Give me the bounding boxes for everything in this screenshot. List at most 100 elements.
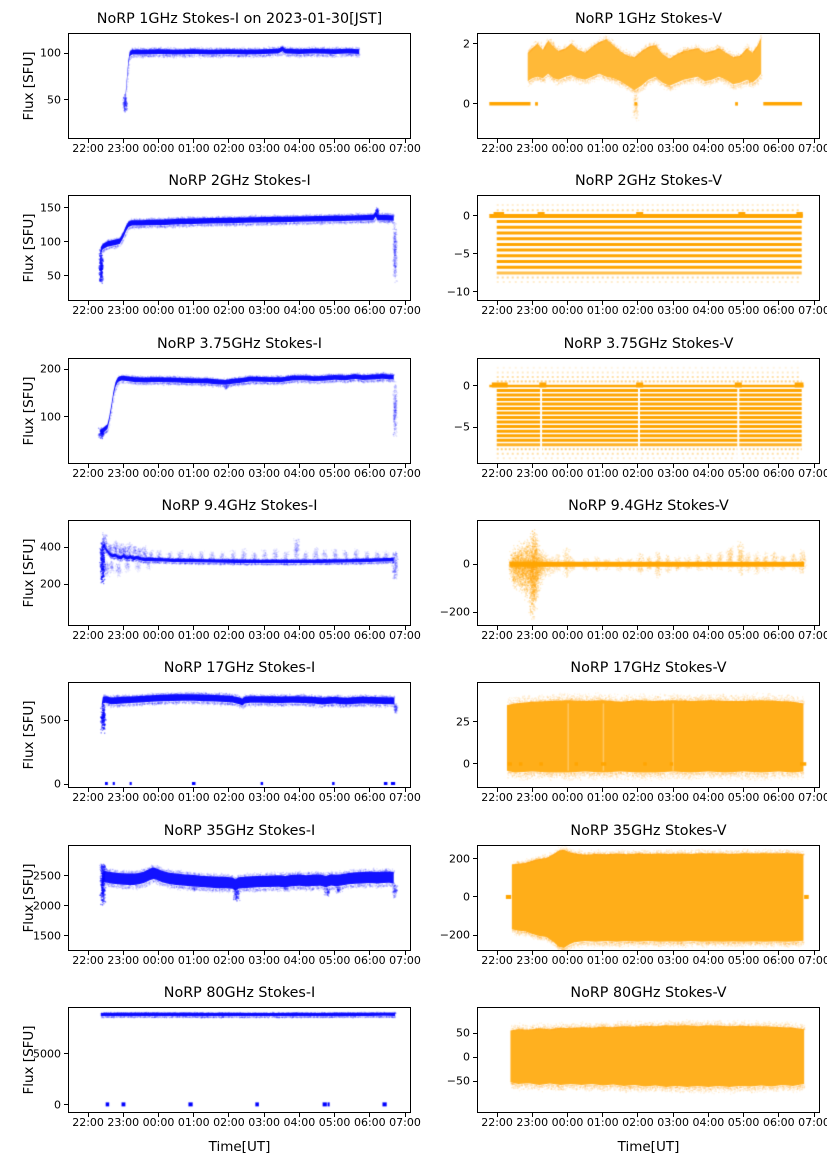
x-tick-label: 00:00: [142, 142, 175, 155]
y-tick-label: 1500: [33, 929, 61, 943]
y-tick-mark: [473, 215, 477, 217]
x-tick-mark: [228, 464, 230, 468]
x-tick-mark: [637, 626, 639, 630]
panel-title: NoRP 35GHz Stokes-V: [570, 823, 727, 839]
x-tick-mark: [707, 301, 709, 305]
panel-title: NoRP 17GHz Stokes-I: [163, 660, 316, 676]
x-tick-mark: [531, 1113, 533, 1117]
x-tick-label: 06:00: [762, 467, 795, 480]
y-tick-label: 50: [47, 93, 61, 107]
x-tick-label: 07:00: [798, 629, 827, 642]
x-tick-mark: [778, 788, 780, 792]
x-tick-mark: [531, 464, 533, 468]
x-tick-label: 00:00: [551, 791, 584, 804]
x-tick-label: 22:00: [481, 304, 513, 317]
x-tick-label: 01:00: [586, 467, 619, 480]
x-tick-mark: [637, 139, 639, 143]
x-tick-mark: [193, 301, 195, 305]
y-tick-label: 0: [463, 209, 470, 223]
y-tick-mark: [473, 1080, 477, 1082]
x-tick-label: 23:00: [107, 629, 140, 642]
x-tick-label: 07:00: [389, 304, 421, 317]
plot-canvas-35ghz-stokes-v: [477, 845, 820, 951]
y-tick-mark: [473, 43, 477, 45]
x-tick-mark: [87, 301, 89, 305]
y-tick-mark: [64, 52, 68, 54]
x-tick-label: 01:00: [177, 1116, 210, 1129]
x-tick-label: 01:00: [586, 629, 619, 642]
x-tick-label: 03:00: [248, 954, 280, 967]
x-tick-label: 05:00: [727, 629, 760, 642]
x-tick-label: 07:00: [389, 142, 421, 155]
x-tick-label: 05:00: [727, 954, 760, 967]
x-tick-label: 05:00: [727, 142, 760, 155]
plot-canvas-17ghz-stokes-v: [477, 682, 820, 788]
y-tick-label: 150: [40, 201, 61, 215]
y-axis-label: Flux [SFU]: [21, 863, 37, 933]
x-tick-mark: [707, 951, 709, 955]
plot-canvas-3.75ghz-stokes-i: [68, 358, 411, 464]
panel-title: NoRP 3.75GHz Stokes-V: [563, 336, 734, 352]
x-tick-label: 06:00: [762, 304, 795, 317]
x-tick-label: 02:00: [213, 1116, 245, 1129]
x-tick-label: 02:00: [622, 791, 654, 804]
x-tick-mark: [778, 626, 780, 630]
x-tick-mark: [404, 626, 406, 630]
x-tick-label: 07:00: [389, 1116, 421, 1129]
x-tick-label: 22:00: [72, 467, 104, 480]
y-tick-mark: [473, 896, 477, 898]
x-tick-label: 04:00: [692, 954, 725, 967]
x-tick-mark: [193, 139, 195, 143]
x-tick-label: 01:00: [586, 791, 619, 804]
x-tick-label: 05:00: [318, 629, 351, 642]
x-tick-mark: [334, 464, 336, 468]
x-tick-label: 03:00: [657, 791, 689, 804]
x-tick-label: 06:00: [353, 791, 386, 804]
x-tick-label: 05:00: [318, 304, 351, 317]
x-tick-label: 23:00: [516, 304, 549, 317]
x-tick-mark: [531, 301, 533, 305]
y-tick-label: 100: [40, 410, 61, 424]
x-tick-mark: [404, 788, 406, 792]
x-tick-mark: [87, 464, 89, 468]
x-tick-mark: [158, 1113, 159, 1117]
x-tick-mark: [531, 139, 533, 143]
x-tick-label: 04:00: [283, 467, 316, 480]
x-tick-label: 02:00: [213, 467, 245, 480]
x-tick-mark: [158, 464, 159, 468]
panel-title: NoRP 1GHz Stokes-I on 2023-01-30[JST]: [96, 11, 383, 27]
x-tick-label: 00:00: [142, 304, 175, 317]
panel-title: NoRP 35GHz Stokes-I: [163, 823, 316, 839]
y-tick-mark: [64, 546, 68, 548]
y-tick-label: 500: [40, 713, 61, 727]
x-tick-label: 03:00: [248, 629, 280, 642]
x-tick-mark: [369, 788, 371, 792]
x-tick-mark: [602, 951, 604, 955]
x-tick-mark: [813, 139, 815, 143]
plot-canvas-1ghz-stokes-i: [68, 33, 411, 139]
x-tick-mark: [496, 464, 498, 468]
x-tick-mark: [496, 626, 498, 630]
x-tick-label: 01:00: [586, 954, 619, 967]
x-tick-label: 02:00: [622, 1116, 654, 1129]
x-tick-mark: [637, 464, 639, 468]
x-tick-mark: [496, 1113, 498, 1117]
x-tick-mark: [158, 788, 159, 792]
x-tick-mark: [158, 626, 159, 630]
x-tick-label: 00:00: [551, 954, 584, 967]
x-tick-label: 07:00: [389, 954, 421, 967]
y-tick-label: 200: [40, 362, 61, 376]
x-tick-mark: [743, 626, 745, 630]
x-tick-label: 06:00: [762, 1116, 795, 1129]
x-tick-label: 01:00: [177, 142, 210, 155]
x-tick-mark: [334, 951, 336, 955]
x-tick-label: 06:00: [353, 629, 386, 642]
x-tick-label: 23:00: [107, 1116, 140, 1129]
plot-canvas-80ghz-stokes-v: [477, 1007, 820, 1113]
y-tick-mark: [473, 1056, 477, 1058]
x-tick-mark: [567, 788, 568, 792]
x-tick-mark: [228, 139, 230, 143]
x-tick-mark: [193, 1113, 195, 1117]
x-tick-mark: [637, 1113, 639, 1117]
